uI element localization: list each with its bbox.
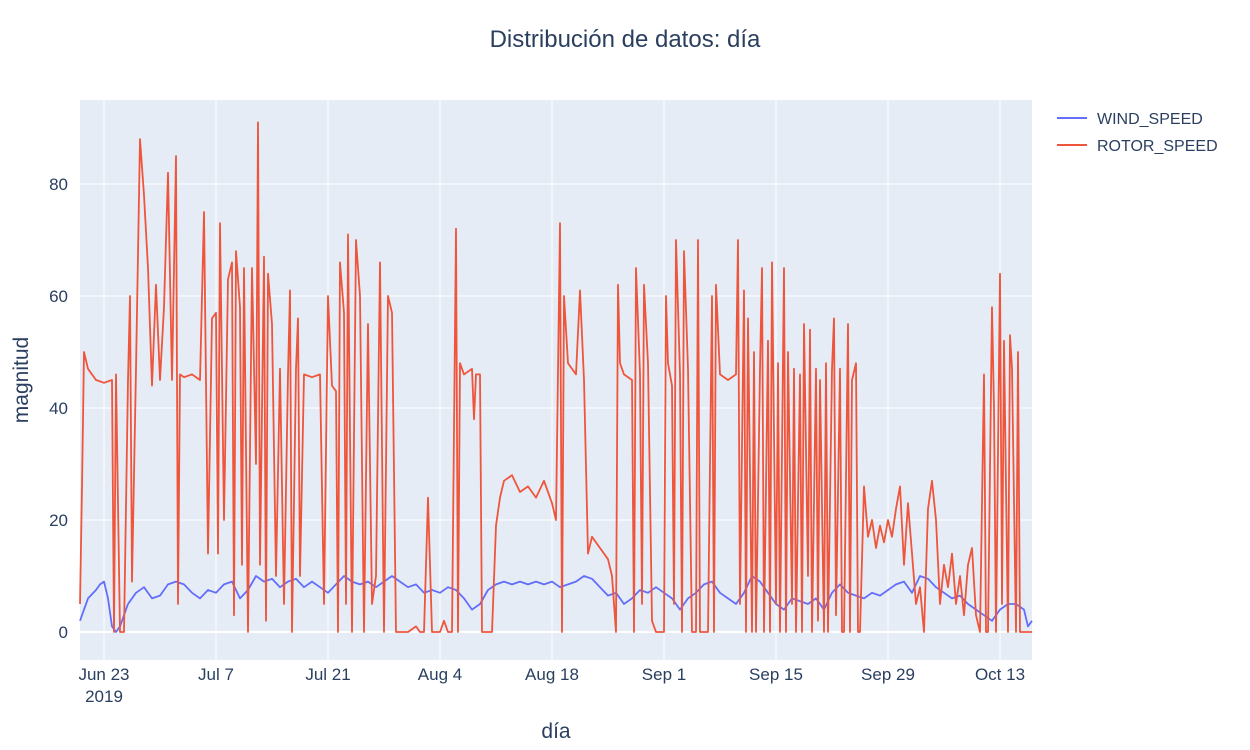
- legend-item[interactable]: ROTOR_SPEED: [1057, 138, 1218, 155]
- x-tick-labels: Jun 23 2019 Jul 7 Jul 21 Aug 4 Aug 18 Sep 1 Sep…: [78, 665, 1025, 706]
- x-tick-label: Oct 13: [975, 665, 1025, 684]
- series-layer: [79, 121, 1033, 633]
- y-tick-label: 20: [49, 511, 68, 530]
- x-tick-label: Sep 15: [749, 665, 803, 684]
- x-tick-label: Jun 23: [78, 665, 129, 684]
- x-tick-label: Sep 29: [861, 665, 915, 684]
- y-axis-title: magnitud: [10, 337, 33, 423]
- x-tick-label: Sep 1: [642, 665, 686, 684]
- legend[interactable]: WIND_SPEED ROTOR_SPEED: [1057, 111, 1218, 155]
- chart-title: Distribución de datos: día: [489, 26, 761, 53]
- x-tick-label: Aug 18: [525, 665, 579, 684]
- y-tick-label: 80: [49, 175, 68, 194]
- y-tick-label: 60: [49, 287, 68, 306]
- x-axis-title: día: [541, 720, 571, 743]
- x-tick-label: Jul 7: [198, 665, 234, 684]
- y-tick-labels: 0 20 40 60 80: [49, 175, 68, 642]
- series-line-wind-speed: [79, 575, 1033, 633]
- x-tick-label: Aug 4: [418, 665, 462, 684]
- y-tick-label: 40: [49, 399, 68, 418]
- x-tick-sublabel: 2019: [85, 687, 123, 706]
- legend-label: WIND_SPEED: [1097, 111, 1203, 128]
- y-tick-label: 0: [59, 623, 68, 642]
- plot-area: [80, 100, 1032, 660]
- legend-item[interactable]: WIND_SPEED: [1057, 111, 1203, 128]
- series-line-rotor-speed: [79, 121, 1032, 633]
- x-tick-label: Jul 21: [305, 665, 350, 684]
- legend-label: ROTOR_SPEED: [1097, 138, 1218, 155]
